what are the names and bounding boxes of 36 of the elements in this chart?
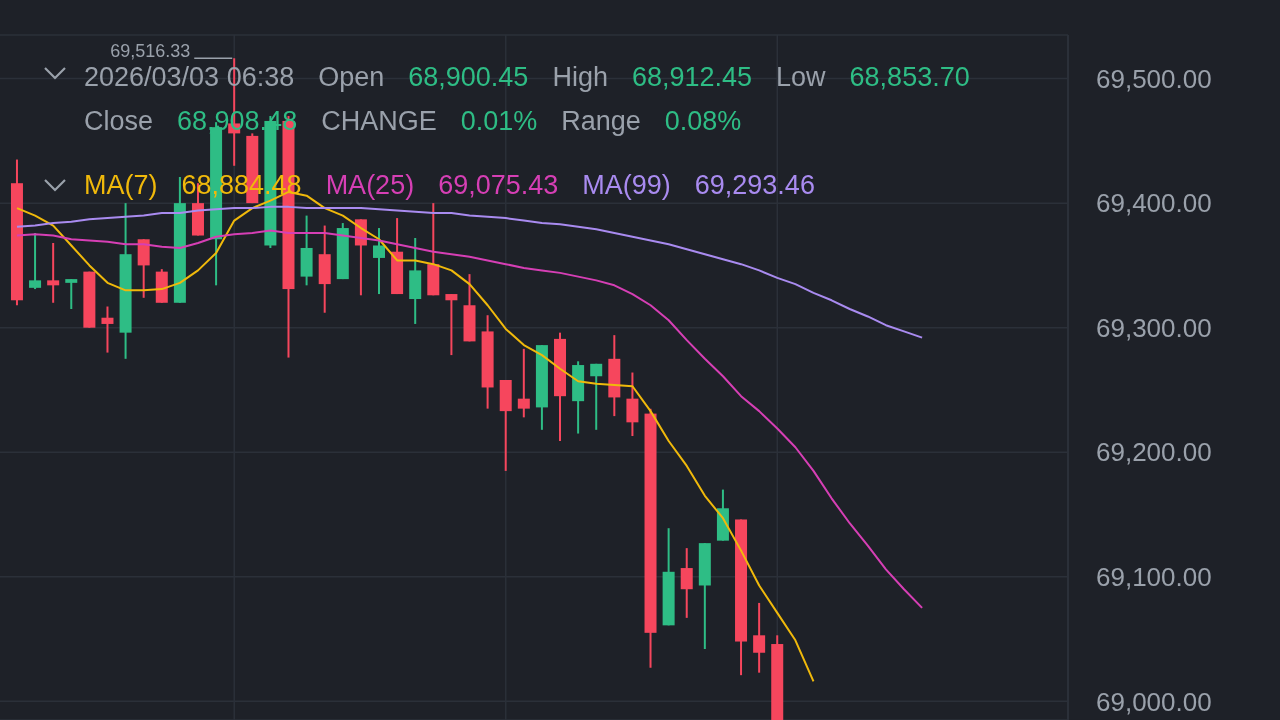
candlestick	[445, 293, 458, 357]
annotation: CHANGE	[321, 105, 437, 138]
candlestick	[753, 601, 766, 674]
annotation: Range	[561, 105, 641, 138]
candlestick	[29, 232, 42, 291]
y-tick-label: 69,500.00	[1096, 63, 1212, 94]
line-series	[16, 229, 924, 609]
series-label: MA(25)	[325, 169, 415, 202]
candlestick	[680, 547, 693, 619]
annotation: 0.01%	[460, 105, 538, 138]
annotation: Close	[84, 105, 154, 138]
series-label: MA(99)	[582, 169, 671, 202]
annotation: Low	[776, 61, 826, 94]
series-label: MA(7)	[84, 169, 158, 202]
candlestick	[517, 347, 530, 419]
candlestick	[590, 362, 603, 431]
annotation: 68,912.45	[631, 61, 753, 94]
annotation: 69,293.46	[694, 169, 815, 202]
y-tick-label: 69,000.00	[1096, 686, 1212, 717]
y-tick-label: 69,200.00	[1096, 437, 1212, 468]
annotation: High	[552, 61, 608, 94]
annotation: Open	[318, 61, 385, 94]
y-tick-label: 69,100.00	[1096, 562, 1212, 592]
candlestick	[373, 227, 385, 296]
candlestick	[47, 241, 60, 304]
annotation: 69,075.43	[438, 169, 559, 202]
y-tick-label: 69,400.00	[1096, 188, 1212, 219]
line-series	[16, 205, 924, 339]
annotation: 69,516.33	[110, 41, 191, 62]
annotation: 68,853.70	[849, 61, 970, 94]
candlestick	[626, 371, 639, 438]
candlestick	[101, 305, 114, 354]
annotation: 0.08%	[664, 105, 742, 138]
candlestick	[65, 278, 78, 310]
annotation: 68,900.45	[408, 61, 529, 94]
y-tick-label: 69,300.00	[1096, 312, 1212, 343]
